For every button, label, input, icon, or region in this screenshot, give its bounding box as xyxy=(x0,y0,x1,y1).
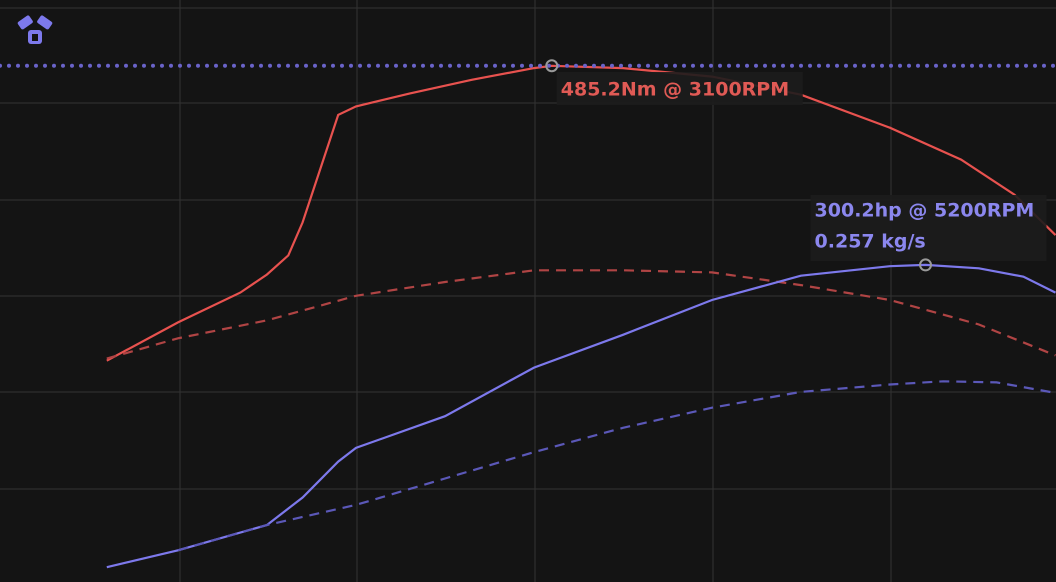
annotation-box xyxy=(810,195,1047,261)
line xyxy=(106,263,1056,569)
peak-marker xyxy=(545,59,559,73)
line xyxy=(106,64,1056,362)
annotation-box xyxy=(556,72,803,105)
peak-marker xyxy=(919,258,933,272)
annotation: 485.2Nm @ 3100RPM xyxy=(561,79,789,101)
plot-area: 485.2Nm @ 3100RPM 300.2hp @ 5200RPM 0.257 … xyxy=(0,59,1056,569)
annotation: 300.2hp @ 5200RPM xyxy=(815,200,1035,222)
logo-icon[interactable] xyxy=(17,15,53,44)
annotation: 0.257 kg/s xyxy=(815,231,926,253)
dashed-line xyxy=(106,269,1056,360)
